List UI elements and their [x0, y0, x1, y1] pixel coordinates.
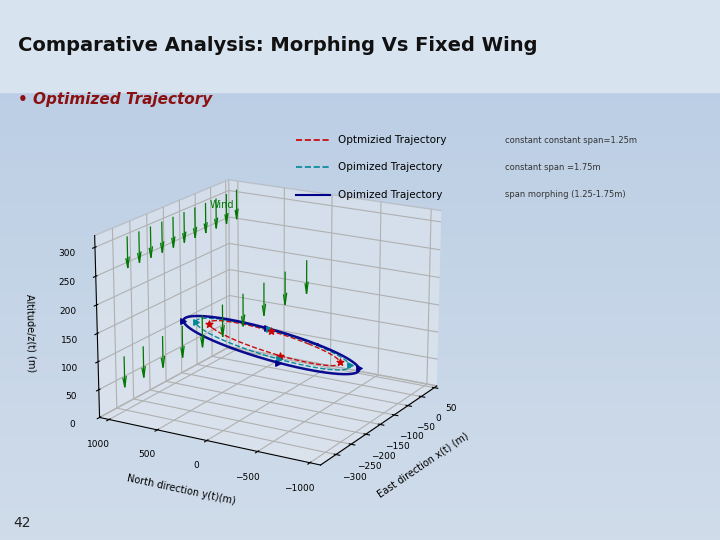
Text: • Optimized Trajectory: • Optimized Trajectory [18, 92, 212, 107]
Text: Opimized Trajectory: Opimized Trajectory [338, 190, 443, 200]
Bar [0, 0, 720, 92]
Text: constant span =1.75m: constant span =1.75m [505, 163, 600, 172]
Text: Comparative Analysis: Morphing Vs Fixed Wing: Comparative Analysis: Morphing Vs Fixed … [18, 36, 538, 56]
Text: span morphing (1.25-1.75m): span morphing (1.25-1.75m) [505, 190, 626, 199]
Y-axis label: North direction y(t)(m): North direction y(t)(m) [127, 474, 237, 507]
Text: constant constant span=1.25m: constant constant span=1.25m [505, 136, 637, 145]
Text: 42: 42 [13, 516, 30, 530]
Text: Optmizied Trajectory: Optmizied Trajectory [338, 135, 446, 145]
X-axis label: East direction x(t) (m): East direction x(t) (m) [376, 431, 470, 500]
Text: Opimized Trajectory: Opimized Trajectory [338, 163, 443, 172]
